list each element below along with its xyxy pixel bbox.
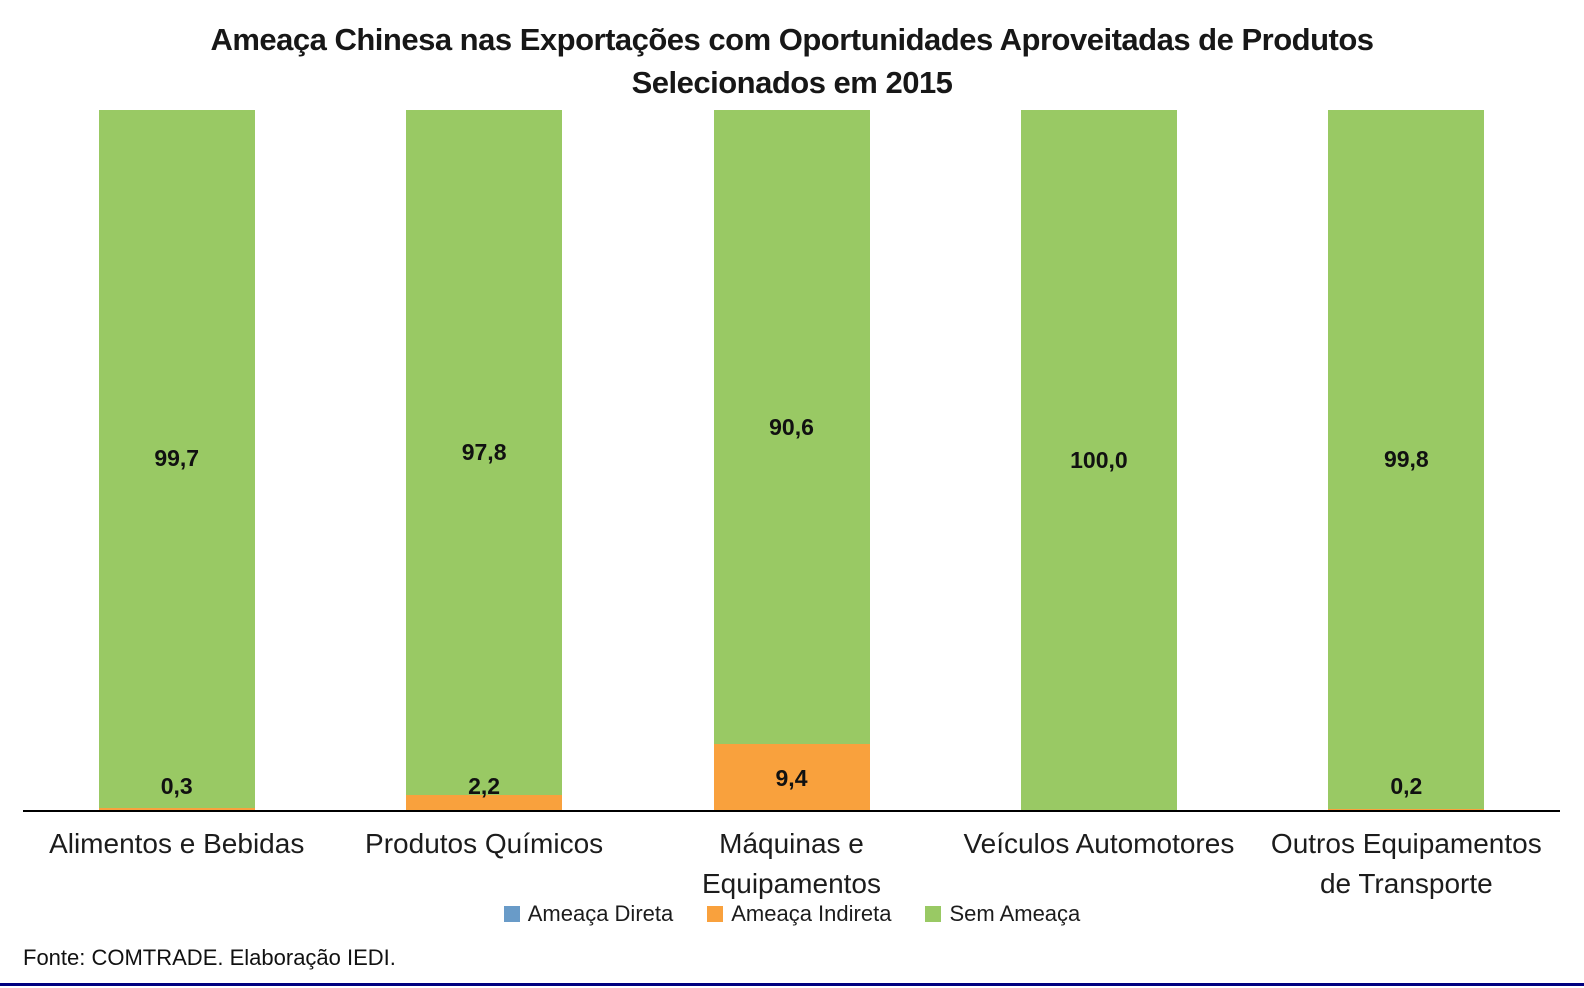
chart-title: Ameaça Chinesa nas Exportações com Oport… — [210, 22, 1374, 100]
legend-label: Sem Ameaça — [949, 901, 1081, 926]
legend-item-ameaca-indireta: Ameaça Indireta — [707, 901, 891, 927]
x-axis-line — [23, 810, 1560, 812]
segment-sem-ameaca: 97,8 — [406, 110, 563, 795]
category-axis-labels: Alimentos e Bebidas Produtos Químicos Máqu… — [23, 824, 1560, 904]
legend-item-sem-ameaca: Sem Ameaça — [925, 901, 1080, 927]
segment-ameaca-indireta — [713, 744, 870, 810]
value-label-ameaca-indireta: 9,4 — [775, 765, 808, 792]
value-label-sem-ameaca: 99,7 — [154, 445, 200, 472]
stacked-bar: 99,8 0,2 — [1328, 110, 1485, 810]
segment-ameaca-indireta — [1328, 808, 1485, 810]
legend-item-ameaca-direta: Ameaça Direta — [503, 901, 674, 927]
value-label-sem-ameaca: 97,8 — [461, 438, 507, 465]
stacked-bar: 99,7 0,3 — [98, 110, 255, 810]
bar-slot: 97,8 2,2 — [330, 110, 637, 810]
source-note: Fonte: COMTRADE. Elaboração IEDI. — [23, 945, 396, 970]
segment-ameaca-indireta — [406, 794, 563, 810]
stacked-bar: 97,8 2,2 — [406, 110, 563, 810]
category-label: Outros Equipamentos de Transporte — [1270, 828, 1542, 899]
legend-swatch-orange-icon — [707, 906, 724, 922]
bottom-divider — [0, 983, 1584, 986]
bar-slot: 100,0 — [945, 110, 1252, 810]
value-label-ameaca-indireta: 0,3 — [160, 773, 193, 799]
value-label-ameaca-indireta: 2,2 — [468, 773, 501, 799]
bar-slot: 99,7 0,3 — [23, 110, 330, 810]
category-label: Alimentos e Bebidas — [49, 828, 305, 859]
legend-swatch-blue-icon — [503, 906, 520, 922]
stacked-bar: 90,6 9,4 — [713, 110, 870, 810]
bars-container: 99,7 0,3 97,8 2,2 90,6 9,4 100,0 99,8 0,2 — [23, 110, 1560, 810]
bar-slot: 90,6 9,4 — [638, 110, 945, 810]
segment-ameaca-indireta — [98, 807, 255, 810]
category-label: Veículos Automotores — [963, 828, 1235, 859]
legend-label: Ameaça Indireta — [731, 901, 892, 926]
value-label-ameaca-indireta: 0,2 — [1390, 773, 1423, 799]
value-label-sem-ameaca: 99,8 — [1383, 445, 1429, 472]
segment-sem-ameaca: 99,7 — [98, 110, 255, 808]
category-label: Produtos Químicos — [365, 828, 604, 859]
value-label-sem-ameaca: 90,6 — [769, 413, 814, 440]
legend-label: Ameaça Direta — [527, 901, 674, 926]
value-label-sem-ameaca: 100,0 — [1070, 446, 1128, 473]
segment-sem-ameaca: 99,8 — [1328, 110, 1485, 809]
plot-area: 99,7 0,3 97,8 2,2 90,6 9,4 100,0 99,8 0,2 — [23, 110, 1560, 812]
segment-sem-ameaca: 90,6 — [713, 110, 870, 745]
category-label: Máquinas e Equipamentos — [702, 828, 882, 899]
legend: Ameaça Direta Ameaça Indireta Sem Ameaça — [0, 901, 1584, 927]
stacked-bar: 100,0 — [1020, 110, 1177, 810]
segment-sem-ameaca: 100,0 — [1020, 110, 1177, 810]
legend-swatch-green-icon — [925, 906, 942, 922]
bar-slot: 99,8 0,2 — [1253, 110, 1560, 810]
